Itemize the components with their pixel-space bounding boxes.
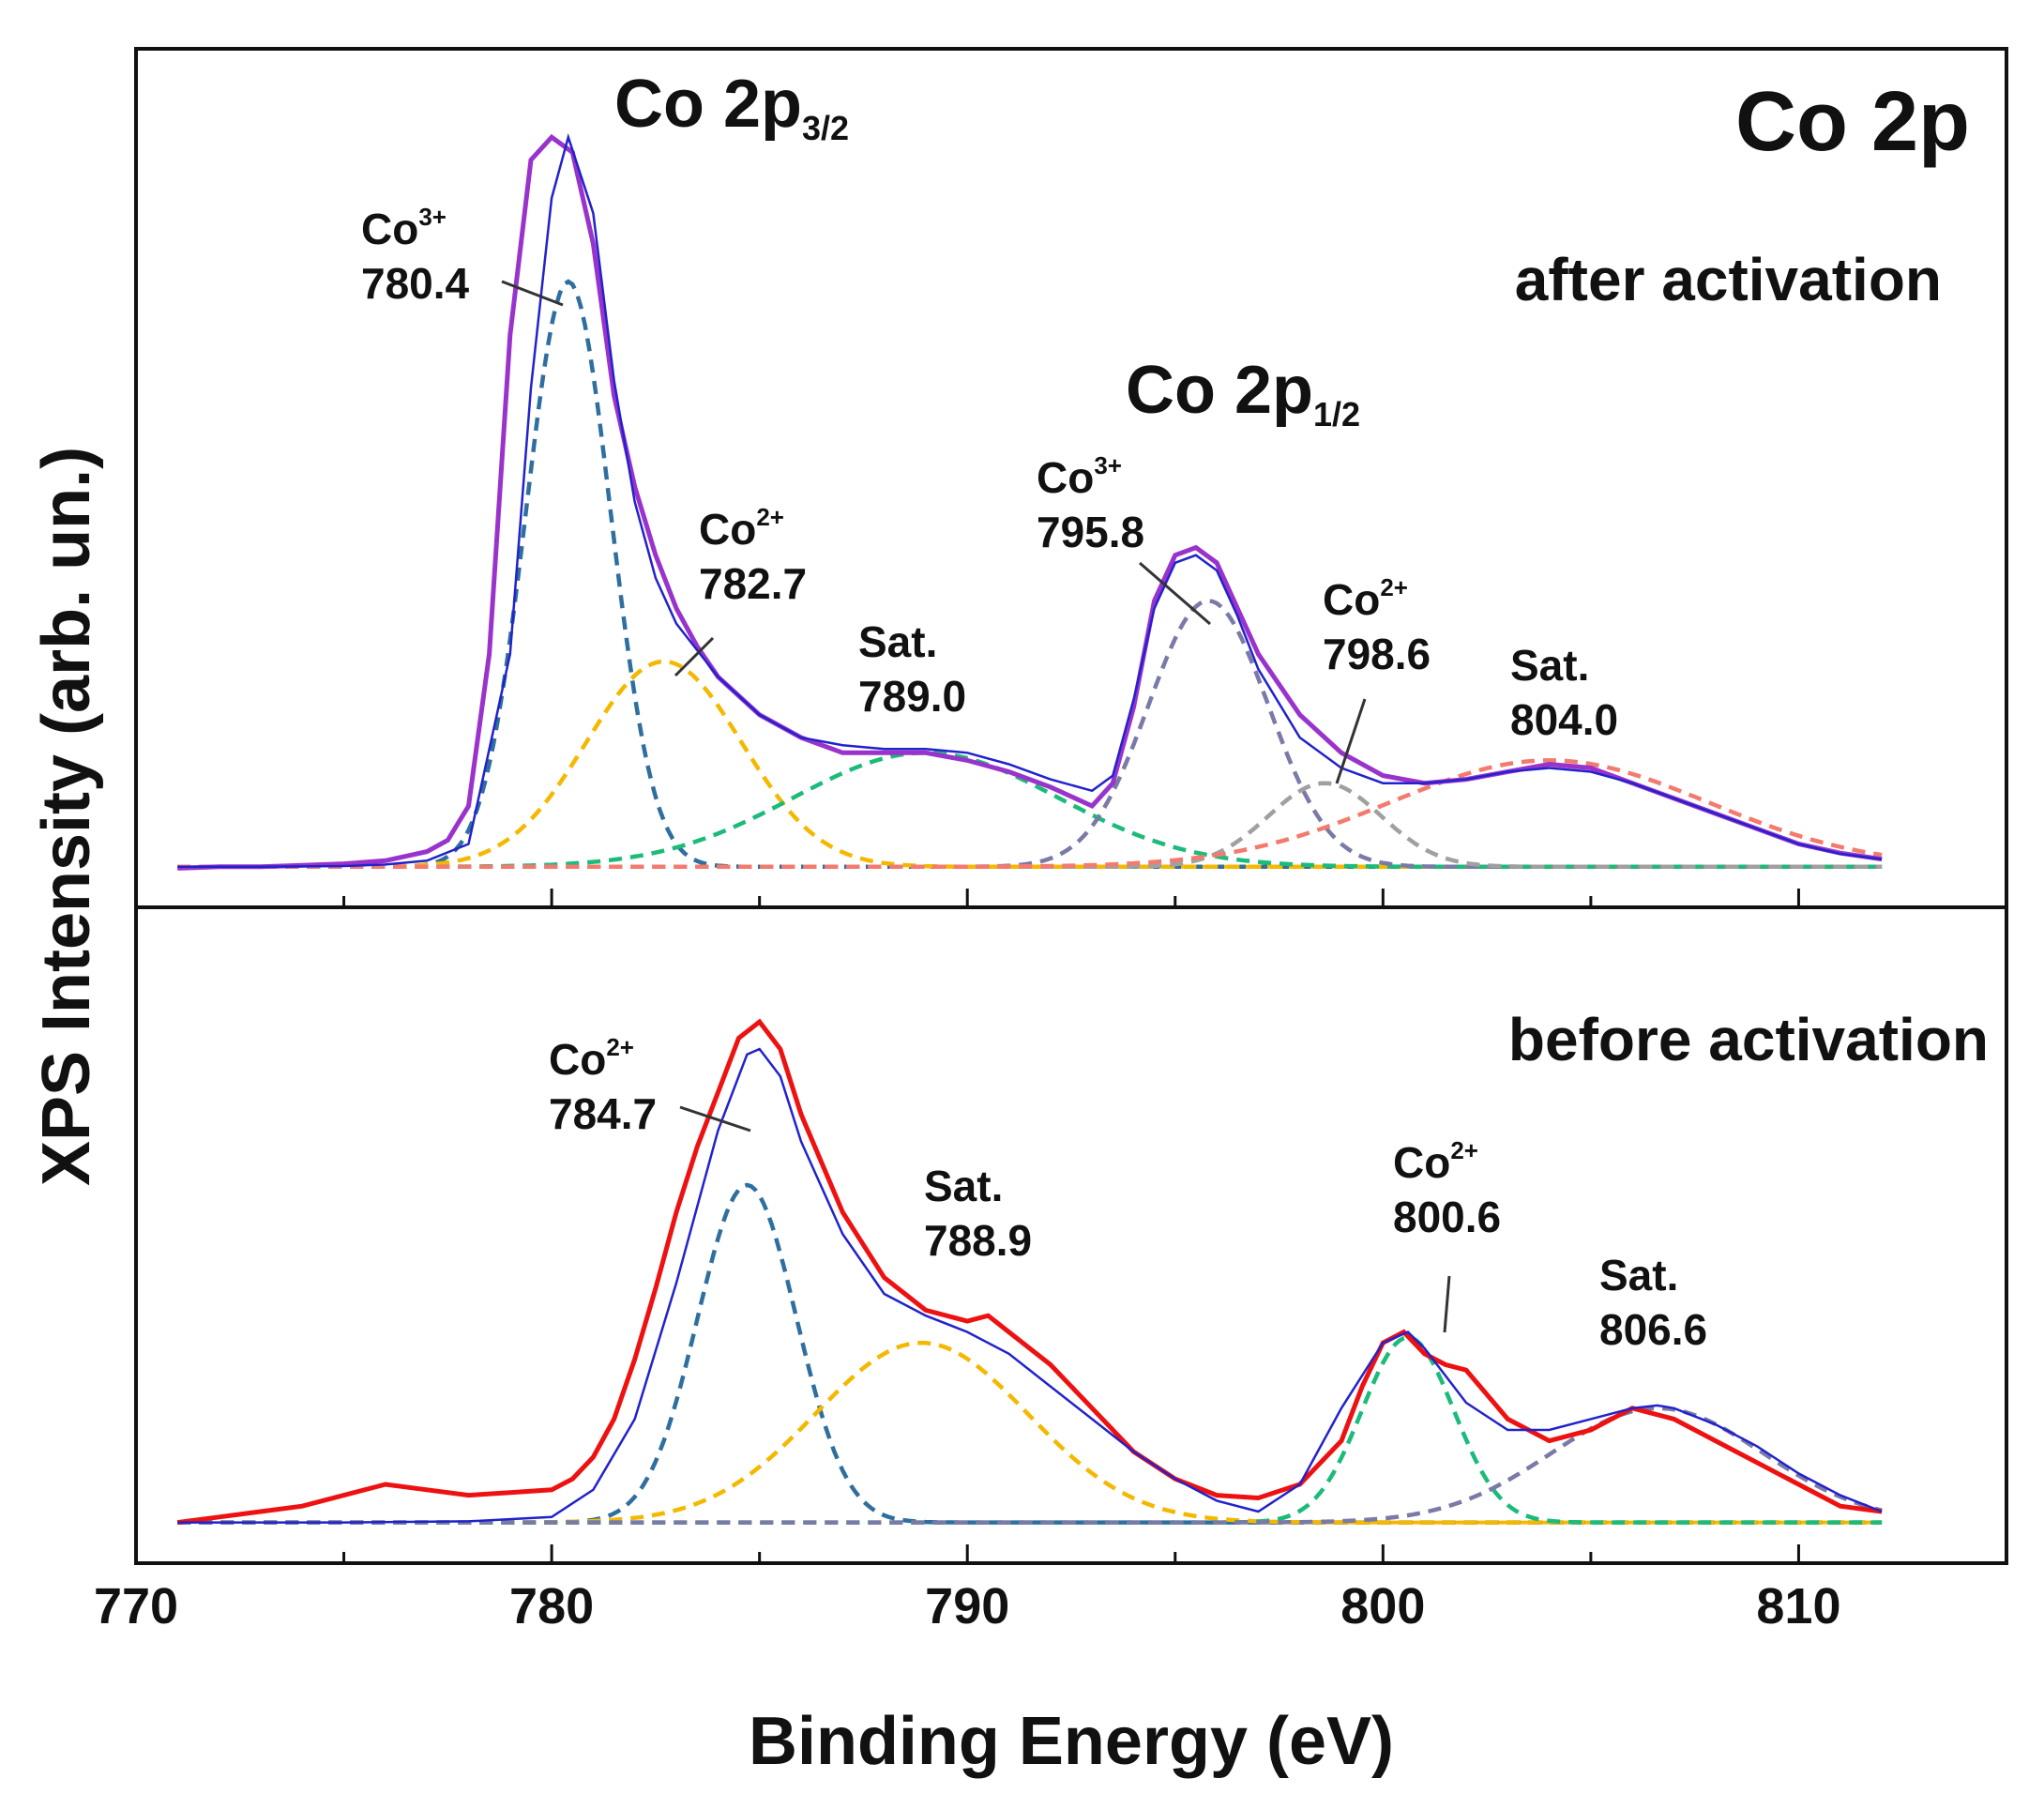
after-components (177, 279, 1883, 870)
annotation-species: Co3+ (361, 203, 447, 253)
chart-title: Co 2p (1735, 75, 1970, 169)
annotation-species: Sat. (1510, 641, 1589, 690)
panel-before-activation: Co2+ 784.7 Sat. 788.9 Co2+ 800.6 Sat. 806.6 (176, 1018, 1883, 1526)
annotation-value: 798.6 (1323, 630, 1431, 678)
annotation-leader-line (679, 1105, 751, 1133)
annotation-species: Sat. (1599, 1251, 1678, 1300)
annotation-value: 780.4 (361, 259, 470, 308)
annotation-value: 788.9 (924, 1216, 1032, 1265)
panel-after-activation: Co3+ 780.4 Co2+ 782.7 Sat. 789.0 Co3+ 795.8 Co2+… (177, 132, 1883, 871)
component-peak (177, 758, 1883, 870)
after-experimental-line (177, 133, 1883, 871)
panel-label-before: before activation (1508, 1006, 1989, 1073)
x-axis-title: Binding Energy (eV) (749, 1704, 1394, 1779)
annotation-value: 784.7 (549, 1089, 657, 1138)
x-tick-label: 770 (94, 1578, 178, 1634)
annotation-value: 804.0 (1510, 695, 1618, 744)
peak-annotation: Co2+ 800.6 (1393, 1136, 1501, 1333)
x-tick-label: 810 (1756, 1578, 1840, 1634)
annotation-leader-line (1443, 1275, 1451, 1333)
annotation-value: 806.6 (1599, 1305, 1707, 1354)
annotation-species: Co2+ (549, 1033, 634, 1084)
x-axis-tick-labels: 770 780 790 800 810 (94, 1578, 1841, 1634)
annotation-leader-line (1335, 698, 1367, 784)
annotation-leader-line (501, 280, 564, 307)
annotation-value: 800.6 (1393, 1193, 1501, 1241)
x-axis-ticks (134, 889, 2008, 1563)
component-peak (177, 781, 1883, 870)
component-peak (177, 1406, 1883, 1525)
x-tick-label: 780 (509, 1578, 594, 1634)
peak-annotation: Sat. 804.0 (1510, 641, 1618, 744)
peak-annotation: Sat. 788.9 (924, 1162, 1032, 1265)
peak-annotation: Co2+ 784.7 (549, 1033, 751, 1138)
x-tick-label: 800 (1340, 1578, 1425, 1634)
before-annotations: Co2+ 784.7 Sat. 788.9 Co2+ 800.6 Sat. 806.6 (549, 1033, 1707, 1354)
y-axis-title: XPS Intensity (arb. un.) (29, 447, 104, 1186)
bottom-panel-frame (134, 905, 2008, 1565)
peak-annotation: Co2+ 798.6 (1323, 573, 1431, 784)
annotation-leader-line (1139, 561, 1211, 626)
annotation-species: Sat. (858, 617, 937, 666)
annotation-species: Co2+ (1323, 573, 1408, 624)
annotation-species: Co2+ (1393, 1136, 1478, 1187)
component-peak (177, 1335, 1883, 1525)
peak-annotation: Sat. 789.0 (858, 617, 966, 721)
annotation-species: Sat. (924, 1162, 1003, 1210)
after-annotations: Co3+ 780.4 Co2+ 782.7 Sat. 789.0 Co3+ 795.8 Co2+… (361, 203, 1618, 784)
before-envelope-line (177, 1047, 1883, 1524)
group-label-2p1-2: Co 2p1/2 (1126, 353, 1360, 433)
annotation-value: 789.0 (858, 672, 966, 721)
annotation-value: 795.8 (1037, 508, 1144, 556)
group-label-2p3-2: Co 2p3/2 (614, 67, 849, 147)
panel-label-after: after activation (1515, 246, 1942, 313)
annotation-species: Co3+ (1037, 451, 1122, 502)
peak-annotation: Co3+ 780.4 (361, 203, 564, 308)
x-tick-label: 790 (925, 1578, 1009, 1634)
annotation-leader-line (674, 636, 715, 677)
peak-annotation: Co2+ 782.7 (674, 503, 807, 677)
peak-annotation: Co3+ 795.8 (1037, 451, 1211, 626)
component-peak (177, 599, 1883, 870)
component-peak (177, 659, 1883, 870)
annotation-value: 782.7 (699, 559, 807, 608)
peak-annotation: Sat. 806.6 (1599, 1251, 1707, 1354)
annotation-species: Co2+ (699, 503, 784, 554)
after-envelope-line (177, 132, 1883, 869)
